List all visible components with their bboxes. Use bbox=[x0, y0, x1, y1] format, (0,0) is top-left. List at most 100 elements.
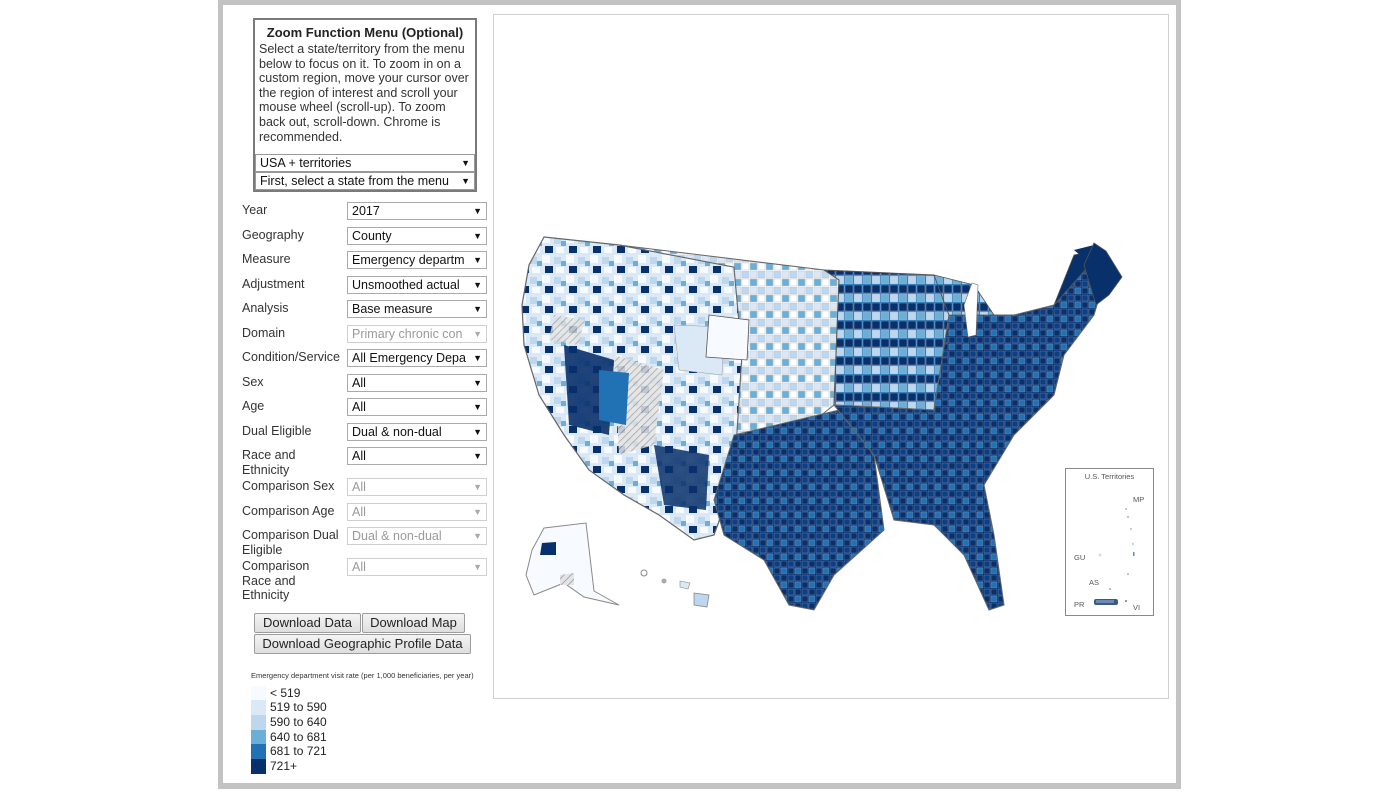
dropdown-arrow-icon: ▼ bbox=[473, 506, 482, 517]
filter-label: Sex bbox=[242, 374, 264, 389]
filter-label: Comparison Race and Ethnicity bbox=[242, 559, 310, 602]
dropdown-arrow-icon: ▼ bbox=[473, 426, 482, 437]
legend-swatch bbox=[251, 744, 266, 759]
filter-label: Adjustment bbox=[242, 276, 305, 291]
dropdown-arrow-icon: ▼ bbox=[473, 531, 482, 541]
dropdown-arrow-icon: ▼ bbox=[473, 482, 482, 492]
dropdown-arrow-icon: ▼ bbox=[473, 206, 482, 216]
select-value: All Emergency Depa bbox=[352, 351, 466, 365]
select-value: All bbox=[352, 449, 366, 463]
legend-item: 519 to 590 bbox=[251, 700, 483, 715]
select-value: County bbox=[352, 228, 392, 243]
territories-graphic bbox=[1094, 508, 1135, 605]
region-select-value: USA + territories bbox=[260, 156, 352, 170]
dropdown-arrow-icon: ▼ bbox=[473, 255, 482, 265]
legend-title: Emergency department visit rate (per 1,0… bbox=[251, 671, 474, 680]
filter-label: Comparison Dual Eligible bbox=[242, 528, 339, 557]
download-geographic-profile-button[interactable]: Download Geographic Profile Data bbox=[254, 634, 471, 654]
select-value: Unsmoothed actual bbox=[352, 277, 460, 292]
legend-item: < 519 bbox=[251, 685, 483, 701]
condition-service-select[interactable]: All Emergency Depa ▼ bbox=[347, 349, 487, 367]
select-value: All bbox=[352, 375, 366, 390]
sex-select[interactable]: All ▼ bbox=[347, 373, 487, 392]
age-select[interactable]: All ▼ bbox=[347, 398, 487, 416]
legend-item: 590 to 640 bbox=[251, 714, 483, 730]
measure-select[interactable]: Emergency departm ▼ bbox=[347, 251, 487, 269]
state-select-value: First, select a state from the menu bbox=[260, 174, 449, 188]
filter-label: Age bbox=[242, 399, 265, 413]
dual-eligible-select[interactable]: Dual & non-dual ▼ bbox=[347, 422, 487, 441]
legend-item: 681 to 721 bbox=[251, 744, 483, 759]
dropdown-arrow-icon: ▼ bbox=[473, 230, 482, 241]
select-value: Dual & non-dual bbox=[352, 529, 442, 543]
filter-label: Comparison Age bbox=[242, 503, 335, 518]
legend-label: 681 to 721 bbox=[270, 744, 327, 759]
territory-label-pr: PR bbox=[1074, 600, 1085, 609]
select-value: Base measure bbox=[352, 302, 433, 316]
select-value: All bbox=[352, 560, 366, 574]
us-territories-inset[interactable]: U.S. Territories MP GU AS PR VI bbox=[1065, 468, 1154, 616]
adjustment-select[interactable]: Unsmoothed actual ▼ bbox=[347, 275, 487, 294]
legend-label: < 519 bbox=[270, 685, 301, 700]
select-value: All bbox=[352, 400, 366, 414]
territory-label-mp: MP bbox=[1133, 495, 1145, 504]
domain-select: Primary chronic con ▼ bbox=[347, 324, 487, 343]
filter-label: Dual Eligible bbox=[242, 423, 312, 438]
state-select[interactable]: First, select a state from the menu ▼ bbox=[255, 172, 475, 190]
comparison-age-select: All ▼ bbox=[347, 502, 487, 521]
legend-label: 590 to 640 bbox=[270, 714, 327, 729]
comparison-sex-select: All ▼ bbox=[347, 478, 487, 496]
geography-select[interactable]: County ▼ bbox=[347, 226, 487, 245]
select-value: 2017 bbox=[352, 204, 380, 218]
filter-label: Geography bbox=[242, 227, 304, 242]
select-value: Primary chronic con bbox=[352, 326, 463, 341]
dropdown-arrow-icon: ▼ bbox=[461, 158, 470, 168]
dropdown-arrow-icon: ▼ bbox=[473, 377, 482, 388]
zoom-menu-title: Zoom Function Menu (Optional) bbox=[266, 25, 464, 40]
filter-label: Race and Ethnicity bbox=[242, 448, 296, 477]
zoom-function-menu: Zoom Function Menu (Optional) Select a s… bbox=[253, 18, 477, 192]
us-county-map-graphic[interactable] bbox=[494, 15, 1170, 700]
race-ethnicity-select[interactable]: All ▼ bbox=[347, 447, 487, 465]
select-value: Emergency departm bbox=[352, 253, 465, 267]
legend-swatch bbox=[251, 685, 266, 701]
legend-item: 721+ bbox=[251, 758, 483, 774]
filter-label: Measure bbox=[242, 252, 291, 266]
legend-swatch bbox=[251, 758, 266, 774]
dropdown-arrow-icon: ▼ bbox=[473, 328, 482, 339]
select-value: All bbox=[352, 480, 366, 494]
year-select[interactable]: 2017 ▼ bbox=[347, 202, 487, 220]
download-data-button[interactable]: Download Data bbox=[254, 613, 361, 633]
territory-label-gu: GU bbox=[1074, 553, 1086, 562]
filter-label: Analysis bbox=[242, 301, 289, 315]
filter-label: Domain bbox=[242, 325, 286, 340]
territories-inset-title: U.S. Territories bbox=[1084, 472, 1135, 481]
analysis-select[interactable]: Base measure ▼ bbox=[347, 300, 487, 318]
filter-label: Year bbox=[242, 203, 268, 217]
app-frame: Zoom Function Menu (Optional) Select a s… bbox=[218, 0, 1181, 789]
legend-label: 640 to 681 bbox=[270, 729, 327, 744]
legend-item: 640 to 681 bbox=[251, 729, 483, 745]
filter-label: Comparison Sex bbox=[242, 479, 335, 493]
dropdown-arrow-icon: ▼ bbox=[473, 562, 482, 572]
comparison-race-ethnicity-select: All ▼ bbox=[347, 558, 487, 576]
dropdown-arrow-icon: ▼ bbox=[473, 304, 482, 314]
dropdown-arrow-icon: ▼ bbox=[473, 402, 482, 412]
legend-swatch bbox=[251, 714, 266, 730]
select-value: Dual & non-dual bbox=[352, 424, 442, 439]
dropdown-arrow-icon: ▼ bbox=[473, 279, 482, 290]
zoom-menu-description: Select a state/territory from the menu b… bbox=[259, 42, 469, 144]
legend-label: 519 to 590 bbox=[270, 700, 327, 715]
dropdown-arrow-icon: ▼ bbox=[461, 176, 470, 186]
legend-swatch bbox=[251, 729, 266, 745]
download-map-button[interactable]: Download Map bbox=[362, 613, 465, 633]
dropdown-arrow-icon: ▼ bbox=[473, 451, 482, 461]
region-select[interactable]: USA + territories ▼ bbox=[255, 154, 475, 172]
territory-label-vi: VI bbox=[1133, 603, 1141, 612]
legend-label: 721+ bbox=[270, 758, 298, 773]
map-legend: Emergency department visit rate (per 1,0… bbox=[251, 672, 483, 774]
choropleth-map[interactable]: U.S. Territories MP GU AS PR VI bbox=[493, 14, 1169, 699]
legend-swatch bbox=[251, 700, 266, 715]
dropdown-arrow-icon: ▼ bbox=[473, 353, 482, 363]
select-value: All bbox=[352, 504, 366, 519]
